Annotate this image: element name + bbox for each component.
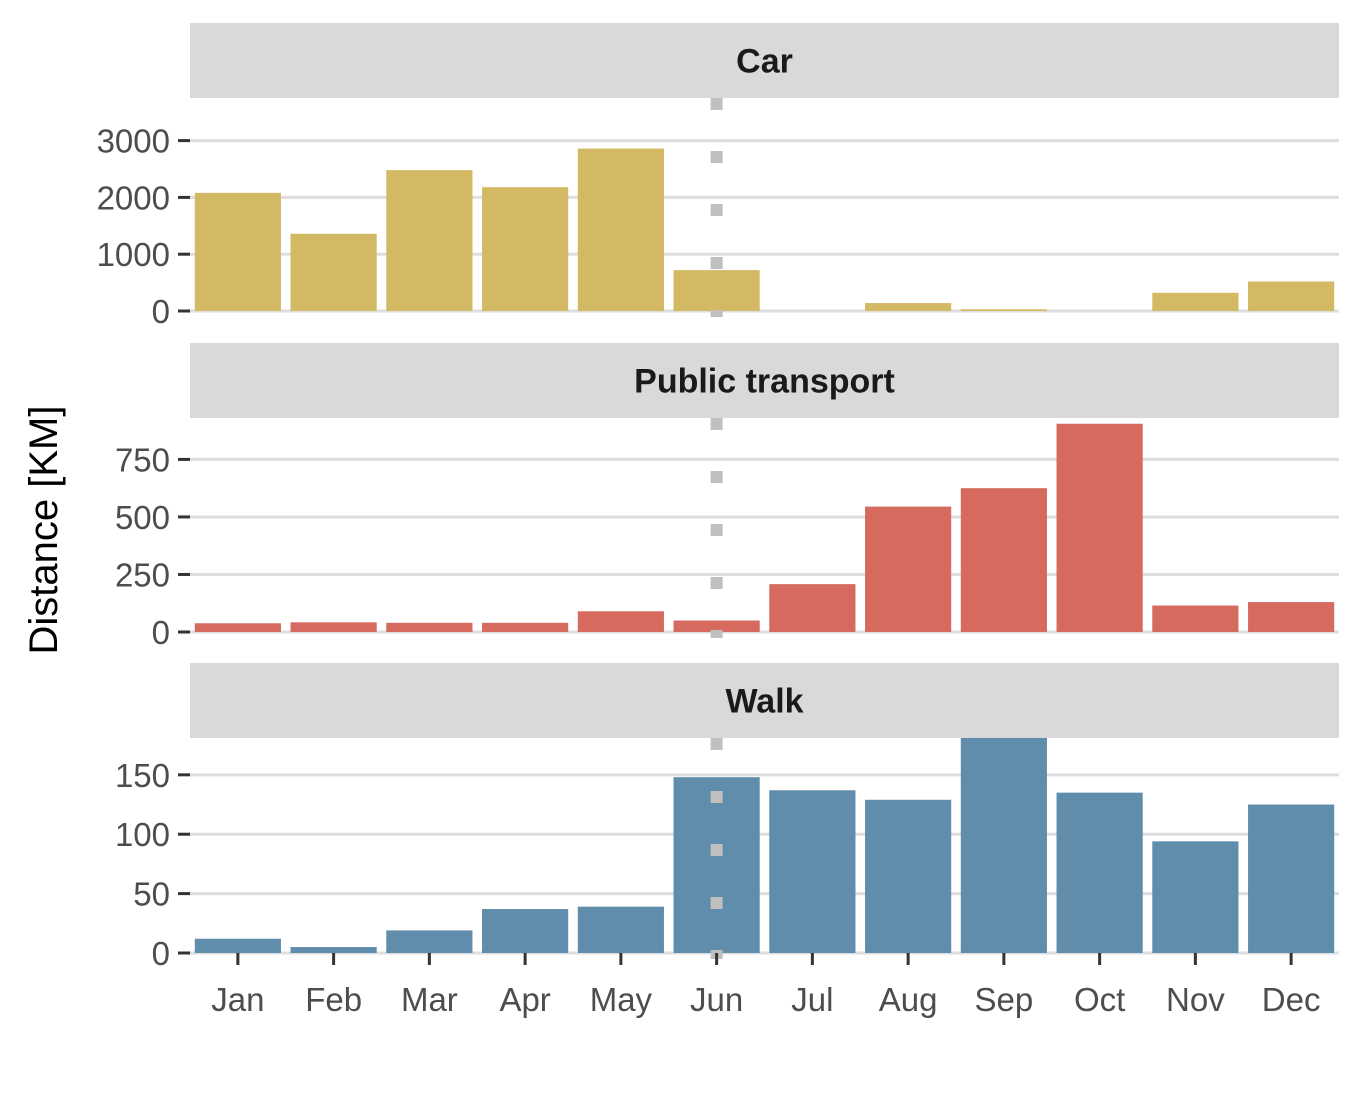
facet-strip <box>190 343 1339 418</box>
bar-walk-jan <box>194 938 281 953</box>
bar-car-dec <box>1248 281 1335 311</box>
x-tick-label: Dec <box>1262 981 1321 1018</box>
bar-car-sep <box>960 309 1047 311</box>
y-tick-label: 50 <box>133 876 170 913</box>
y-tick-label: 0 <box>152 293 170 330</box>
bar-public-transport-oct <box>1056 423 1143 632</box>
y-tick-label: 150 <box>115 757 170 794</box>
bar-walk-jul <box>769 790 856 953</box>
y-tick-label: 500 <box>115 499 170 536</box>
bar-public-transport-jan <box>194 623 281 632</box>
facet-strip <box>190 663 1339 738</box>
y-tick-label: 0 <box>152 935 170 972</box>
y-tick-label: 750 <box>115 441 170 478</box>
bar-car-may <box>577 148 664 311</box>
bar-walk-may <box>577 906 664 953</box>
bar-car-feb <box>290 233 377 311</box>
x-tick-label: Oct <box>1074 981 1125 1018</box>
x-tick-label: Sep <box>975 981 1034 1018</box>
bar-walk-apr <box>482 909 569 953</box>
y-tick-label: 2000 <box>97 179 170 216</box>
x-tick-label: Jun <box>690 981 743 1018</box>
x-tick-label: Nov <box>1166 981 1225 1018</box>
bar-walk-nov <box>1152 841 1239 953</box>
x-tick-label: Jan <box>211 981 264 1018</box>
bar-walk-feb <box>290 947 377 953</box>
x-tick-label: Mar <box>401 981 458 1018</box>
x-tick-label: Feb <box>305 981 362 1018</box>
y-tick-label: 0 <box>152 614 170 651</box>
bar-public-transport-apr <box>482 622 569 632</box>
facet-title: Car <box>736 43 793 81</box>
bar-walk-sep <box>960 738 1047 953</box>
facet-strip <box>190 23 1339 98</box>
bar-public-transport-nov <box>1152 605 1239 632</box>
bar-public-transport-mar <box>386 622 473 632</box>
facet-title: Public transport <box>634 363 895 401</box>
bar-walk-aug <box>865 799 952 953</box>
bar-walk-mar <box>386 930 473 953</box>
y-tick-label: 100 <box>115 816 170 853</box>
bar-car-aug <box>865 303 952 311</box>
y-tick-label: 3000 <box>97 123 170 160</box>
bar-public-transport-jul <box>769 584 856 632</box>
bar-car-nov <box>1152 292 1239 311</box>
bar-public-transport-jun <box>673 620 760 632</box>
bar-public-transport-aug <box>865 506 952 632</box>
bar-car-jan <box>194 192 281 311</box>
x-tick-label: May <box>590 981 653 1018</box>
x-tick-label: Aug <box>879 981 938 1018</box>
bar-walk-oct <box>1056 792 1143 953</box>
bar-walk-jun <box>673 777 760 953</box>
bar-public-transport-may <box>577 611 664 632</box>
bar-car-mar <box>386 170 473 311</box>
bar-public-transport-feb <box>290 622 377 632</box>
y-axis-title: Distance [KM] <box>22 406 66 655</box>
facet-title: Walk <box>725 683 803 721</box>
x-tick-label: Apr <box>499 981 550 1018</box>
bar-car-apr <box>482 187 569 311</box>
y-tick-label: 250 <box>115 556 170 593</box>
x-tick-label: Jul <box>791 981 833 1018</box>
bar-car-jun <box>673 270 760 311</box>
y-tick-label: 1000 <box>97 236 170 273</box>
bar-public-transport-dec <box>1248 602 1335 632</box>
bar-walk-dec <box>1248 804 1335 953</box>
bar-public-transport-sep <box>960 488 1047 632</box>
